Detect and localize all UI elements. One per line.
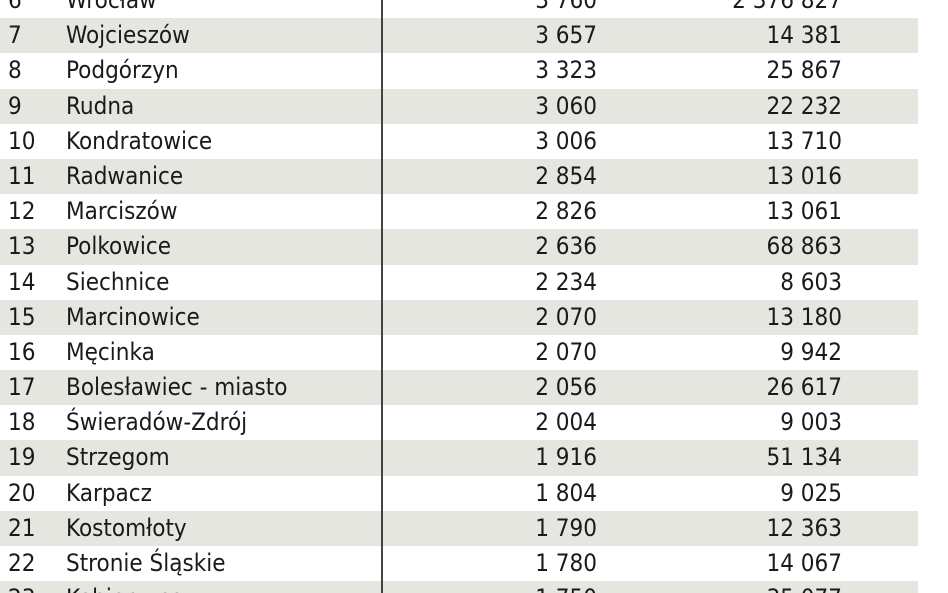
population-cell: 68 863 (766, 232, 842, 261)
value-cell: 1 780 (535, 549, 597, 577)
value-cell: 2 826 (535, 197, 597, 226)
municipality-name-cell: Świeradów-Zdrój (66, 408, 248, 437)
population-cell: 2 376 827 (732, 0, 842, 14)
municipality-name-cell: Kobierzyce (66, 581, 183, 593)
population-cell: 9 942 (780, 337, 842, 366)
municipality-name-cell: Polkowice (66, 232, 172, 261)
rank-cell: 15 (8, 302, 36, 331)
table-row: 19 Strzegom 1 916 51 134 (0, 440, 918, 476)
value-cell: 1 804 (535, 478, 597, 507)
municipality-name-cell: Radwanice (66, 161, 184, 190)
value-cell: 2 070 (535, 337, 597, 366)
population-cell: 22 232 (766, 91, 842, 120)
population-cell: 26 617 (766, 373, 842, 402)
value-cell: 2 636 (535, 232, 597, 261)
rank-cell: 18 (8, 408, 36, 437)
rank-cell: 16 (8, 337, 36, 366)
table-row: 14 Siechnice 2 234 8 603 (0, 265, 918, 300)
population-cell: 14 381 (766, 21, 842, 50)
table-row: 15 Marcinowice 2 070 13 180 (0, 299, 918, 335)
rank-cell: 7 (8, 21, 22, 50)
value-cell: 1 750 (535, 581, 597, 593)
rank-cell: 21 (8, 513, 36, 542)
table-row: 18 Świeradów-Zdrój 2 004 9 003 (0, 405, 918, 440)
value-cell: 3 006 (535, 126, 597, 155)
table-row: 20 Karpacz 1 804 9 025 (0, 476, 918, 511)
population-cell: 13 016 (766, 161, 842, 190)
population-cell: 35 077 (766, 581, 842, 593)
municipality-name-cell: Wrocław (66, 0, 157, 14)
table-row: 21 Kostomłoty 1 790 12 363 (0, 510, 918, 546)
table-row: 12 Marciszów 2 826 13 061 (0, 194, 918, 229)
rank-cell: 19 (8, 443, 36, 472)
table-row: 7 Wojcieszów 3 657 14 381 (0, 18, 918, 54)
rank-cell: 6 (8, 0, 22, 14)
population-cell: 25 867 (766, 56, 842, 85)
municipality-name-cell: Strzegom (66, 443, 170, 472)
table-row: 11 Radwanice 2 854 13 016 (0, 158, 918, 195)
value-cell: 3 760 (535, 0, 597, 14)
value-cell: 3 060 (535, 91, 597, 120)
rank-cell: 22 (8, 549, 36, 577)
municipality-name-cell: Wojcieszów (66, 21, 190, 50)
rank-cell: 8 (8, 56, 22, 85)
municipality-name-cell: Męcinka (66, 337, 155, 366)
rank-cell: 12 (8, 197, 36, 226)
rank-cell: 13 (8, 232, 36, 261)
value-cell: 2 854 (535, 161, 597, 190)
population-cell: 51 134 (766, 443, 842, 472)
municipality-name-cell: Podgórzyn (66, 56, 179, 85)
table-row: 13 Polkowice 2 636 68 863 (0, 229, 918, 265)
rank-cell: 23 (8, 581, 35, 593)
rank-cell: 11 (8, 161, 36, 190)
table-row: 22 Stronie Śląskie 1 780 14 067 (0, 546, 918, 581)
municipality-name-cell: Kostomłoty (66, 513, 187, 542)
population-cell: 9 003 (780, 408, 842, 437)
population-cell: 9 025 (780, 478, 842, 507)
municipality-name-cell: Rudna (66, 91, 135, 120)
municipality-name-cell: Stronie Śląskie (66, 549, 226, 577)
municipality-name-cell: Marciszów (66, 197, 178, 226)
value-cell: 2 070 (535, 302, 597, 331)
rank-cell: 20 (8, 478, 36, 507)
table-row: 9 Rudna 3 060 22 232 (0, 88, 918, 124)
municipality-name-cell: Bolesławiec - miasto (66, 373, 288, 402)
table-row: 6 Wrocław 3 760 2 376 827 (0, 0, 918, 18)
municipality-name-cell: Karpacz (66, 478, 152, 507)
population-cell: 13 710 (766, 126, 842, 155)
value-cell: 3 657 (535, 21, 597, 50)
population-cell: 14 067 (766, 549, 842, 577)
value-cell: 2 234 (535, 267, 597, 296)
value-cell: 2 004 (535, 408, 597, 437)
rank-cell: 14 (8, 267, 36, 296)
column-divider (381, 0, 383, 593)
value-cell: 1 790 (535, 513, 597, 542)
rank-cell: 9 (8, 91, 22, 120)
municipality-name-cell: Siechnice (66, 267, 170, 296)
table-row: 17 Bolesławiec - miasto 2 056 26 617 (0, 370, 918, 406)
rank-cell: 10 (8, 126, 36, 155)
value-cell: 1 916 (535, 443, 597, 472)
population-cell: 13 061 (766, 197, 842, 226)
rank-cell: 17 (8, 373, 36, 402)
population-cell: 8 603 (780, 267, 842, 296)
value-cell: 3 323 (535, 56, 597, 85)
population-cell: 12 363 (766, 513, 842, 542)
table-row: 8 Podgórzyn 3 323 25 867 (0, 53, 918, 88)
table-row: 16 Męcinka 2 070 9 942 (0, 335, 918, 370)
table-row: 23 Kobierzyce 1 750 35 077 (0, 581, 918, 593)
municipality-name-cell: Marcinowice (66, 302, 200, 331)
population-cell: 13 180 (766, 302, 842, 331)
municipality-name-cell: Kondratowice (66, 126, 213, 155)
table-row: 10 Kondratowice 3 006 13 710 (0, 124, 918, 159)
value-cell: 2 056 (535, 373, 597, 402)
